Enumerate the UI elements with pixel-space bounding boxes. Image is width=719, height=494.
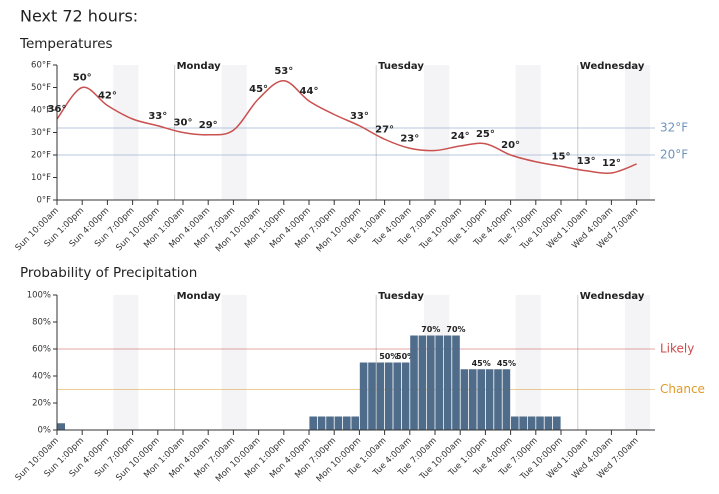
data-label: 45°	[249, 84, 268, 95]
precip-bar	[502, 369, 511, 430]
data-label: 12°	[602, 158, 621, 169]
precip-bar	[376, 362, 385, 430]
y-tick-label: 80%	[32, 318, 51, 328]
precip-bar	[359, 362, 368, 430]
day-label: Wednesday	[580, 61, 645, 72]
data-label: 29°	[199, 120, 218, 131]
y-tick-label: 0°F	[36, 196, 51, 206]
y-tick-label: 10°F	[31, 173, 51, 183]
precip-bar	[410, 335, 418, 430]
y-tick-label: 0%	[38, 426, 52, 436]
x-tick-label: Sun 10:00am	[14, 436, 61, 483]
precip-bar	[460, 369, 469, 430]
data-label: 30°	[174, 118, 193, 129]
precip-bar	[351, 416, 359, 430]
reference-label: 20°F	[660, 148, 688, 162]
reference-label: Likely	[660, 342, 694, 356]
precip-bar	[317, 416, 326, 430]
day-label: Tuesday	[378, 61, 424, 72]
reference-label: Chance	[660, 382, 705, 396]
y-tick-label: 40%	[32, 372, 51, 382]
precip-bar	[435, 335, 443, 430]
data-label: 70%	[421, 325, 440, 334]
precip-bar	[418, 335, 427, 430]
data-label: 45%	[472, 359, 491, 368]
precip-bar	[334, 416, 343, 430]
data-label: 20°	[501, 140, 520, 151]
precip-bar	[544, 416, 553, 430]
precip-bar	[368, 362, 376, 430]
data-label: 27°	[375, 124, 394, 135]
chart-title: Temperatures	[19, 36, 113, 52]
data-label: 24°	[451, 131, 470, 142]
precip-bar	[536, 416, 544, 430]
y-tick-label: 30°F	[31, 128, 51, 138]
precip-bar	[393, 362, 401, 430]
y-tick-label: 60%	[32, 345, 51, 355]
data-label: 33°	[350, 111, 369, 122]
data-label: 33°	[148, 111, 167, 122]
precip-bar	[553, 416, 561, 430]
data-label: 44°	[300, 86, 319, 97]
temperature-line	[56, 79, 637, 175]
data-label: 70%	[446, 325, 465, 334]
data-label: 50°	[73, 73, 92, 84]
data-label: 42°	[98, 91, 117, 102]
y-tick-label: 100%	[27, 291, 51, 301]
precip-bar	[494, 369, 502, 430]
precip-bar	[343, 416, 351, 430]
precip-bar	[527, 416, 536, 430]
night-band	[221, 65, 247, 200]
day-label: Monday	[177, 291, 222, 302]
data-label: 13°	[577, 156, 596, 167]
precip-bar	[469, 369, 477, 430]
day-label: Monday	[177, 61, 222, 72]
night-band	[515, 295, 541, 430]
data-label: 50%	[379, 352, 398, 361]
data-label: 25°	[476, 129, 495, 140]
chart-bar: Probability of Precipitation Monday Tuesda…	[14, 265, 705, 484]
night-band	[221, 295, 247, 430]
precip-bar	[519, 416, 527, 430]
precip-bar	[385, 362, 393, 430]
reference-label: 32°F	[660, 121, 688, 135]
y-tick-label: 20°F	[31, 151, 51, 161]
data-label: 45%	[497, 359, 516, 368]
day-label: Wednesday	[580, 291, 645, 302]
data-label: 15°	[552, 151, 571, 162]
chart-line: Temperatures Monday Tuesday Wednesday 0°F 10°…	[14, 36, 689, 254]
data-label: 23°	[400, 133, 419, 144]
y-tick-label: 40°F	[31, 106, 51, 116]
chart-title: Probability of Precipitation	[20, 265, 197, 281]
night-band	[424, 65, 450, 200]
precip-bar	[443, 335, 452, 430]
data-label: 53°	[274, 66, 293, 77]
x-tick-label: Sun 10:00am	[14, 206, 61, 253]
precip-bar	[485, 369, 494, 430]
night-band	[113, 295, 139, 430]
y-tick-label: 50°F	[31, 83, 51, 93]
precip-bar	[427, 335, 435, 430]
precip-bar	[309, 416, 317, 430]
night-band	[624, 65, 651, 200]
night-band	[515, 65, 541, 200]
page-title: Next 72 hours:	[20, 7, 138, 26]
data-label: 50%	[396, 352, 415, 361]
precip-bar	[452, 335, 460, 430]
precip-bar	[326, 416, 334, 430]
y-tick-label: 20%	[32, 399, 51, 409]
precip-bar	[401, 362, 410, 430]
y-tick-label: 60°F	[31, 61, 51, 71]
precip-bar	[477, 369, 485, 430]
day-label: Tuesday	[378, 291, 424, 302]
precip-bar	[57, 423, 65, 430]
night-band	[113, 65, 139, 200]
precip-bar	[511, 416, 519, 430]
night-band	[624, 295, 651, 430]
